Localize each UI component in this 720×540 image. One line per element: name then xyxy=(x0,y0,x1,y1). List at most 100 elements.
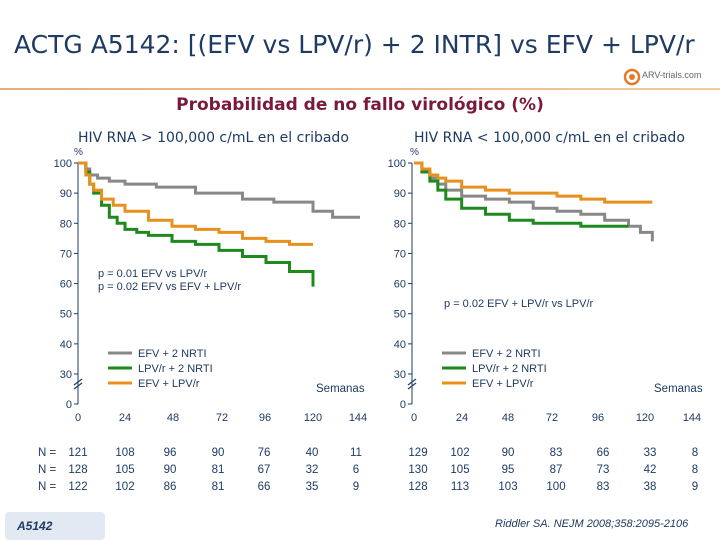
right-n-at-risk-value: 73 xyxy=(597,464,610,476)
left-n-at-risk-value: 40 xyxy=(306,447,319,459)
n-at-risk-label: N = xyxy=(38,464,57,476)
right-legend-label: LPV/r + 2 NRTI xyxy=(472,363,547,375)
reference-citation: Riddler SA. NEJM 2008;358:2095-2106 xyxy=(495,518,689,530)
logo-swoosh-icon xyxy=(623,68,641,86)
right-x-tick-label: 24 xyxy=(456,412,468,424)
right-n-at-risk-value: 129 xyxy=(408,447,427,459)
left-y-tick-label: 60 xyxy=(60,279,72,291)
right-legend-label: EFV + LPV/r xyxy=(472,378,534,390)
left-n-at-risk-value: 11 xyxy=(350,447,362,459)
left-series-line-3 xyxy=(78,161,313,246)
right-n-at-risk-value: 113 xyxy=(451,481,469,493)
right-n-at-risk-value: 90 xyxy=(502,447,515,459)
study-badge-label: A5142 xyxy=(17,519,53,533)
logo-text: ARV-trials.com xyxy=(642,70,702,80)
n-at-risk-label: N = xyxy=(38,481,57,493)
study-badge: A5142 xyxy=(5,512,105,540)
left-n-at-risk-value: 90 xyxy=(212,447,225,459)
left-y-tick-label: 90 xyxy=(60,188,72,200)
left-n-at-risk-value: 108 xyxy=(115,447,134,459)
right-y-axis-label: % xyxy=(410,147,419,158)
right-axis-break-mark xyxy=(407,378,417,386)
right-legend-label: EFV + 2 NRTI xyxy=(472,348,541,360)
right-n-at-risk-value: 95 xyxy=(502,464,515,476)
right-y-tick-label: 30 xyxy=(394,369,406,381)
left-x-tick-label: 144 xyxy=(349,412,367,424)
right-n-at-risk-value: 105 xyxy=(450,464,469,476)
left-y-tick-label: 40 xyxy=(60,339,72,351)
right-x-axis-label: Semanas xyxy=(654,383,703,395)
left-y-tick-label: 80 xyxy=(60,218,72,230)
right-x-tick-label: 120 xyxy=(636,412,654,424)
left-n-at-risk-value: 9 xyxy=(353,481,359,493)
right-series-line-3 xyxy=(414,161,653,204)
left-p-value-annotation: p = 0.02 EFV vs EFV + LPV/r xyxy=(98,281,241,293)
left-y-axis-label: % xyxy=(74,147,83,158)
left-n-at-risk-value: 66 xyxy=(258,481,271,493)
left-x-tick-label: 24 xyxy=(119,412,131,424)
right-n-at-risk-value: 130 xyxy=(408,464,427,476)
right-y-tick-label: 0 xyxy=(400,399,406,411)
right-panel-title: HIV RNA < 100,000 c/mL en el cribado xyxy=(414,130,685,146)
left-n-at-risk-value: 35 xyxy=(306,481,319,493)
left-legend-label: EFV + 2 NRTI xyxy=(138,348,207,360)
left-panel-title: HIV RNA > 100,000 c/mL en el cribado xyxy=(78,130,349,146)
right-n-at-risk-value: 9 xyxy=(692,481,698,493)
left-n-at-risk-value: 122 xyxy=(68,481,87,493)
left-n-at-risk-value: 96 xyxy=(164,447,177,459)
left-n-at-risk-value: 6 xyxy=(353,464,359,476)
left-p-value-annotation: p = 0.01 EFV vs LPV/r xyxy=(98,268,207,280)
left-y-tick-label: 50 xyxy=(60,309,72,321)
right-x-tick-label: 144 xyxy=(683,412,701,424)
right-n-at-risk-value: 83 xyxy=(550,447,563,459)
left-n-at-risk-value: 121 xyxy=(68,447,87,459)
left-n-at-risk-value: 81 xyxy=(212,481,225,493)
right-n-at-risk-value: 100 xyxy=(546,481,565,493)
left-x-axis-label: Semanas xyxy=(316,383,365,395)
right-y-tick-label: 80 xyxy=(394,218,406,230)
slide-title: ACTG A5142: [(EFV vs LPV/r) + 2 INTR] vs… xyxy=(14,30,695,59)
left-n-at-risk-value: 76 xyxy=(258,447,271,459)
right-y-tick-label: 40 xyxy=(394,339,406,351)
left-y-tick-label: 0 xyxy=(66,399,72,411)
left-series-line-1 xyxy=(78,161,360,219)
left-y-tick-label: 100 xyxy=(54,158,72,170)
right-n-at-risk-value: 66 xyxy=(597,447,610,459)
right-x-tick-label: 0 xyxy=(411,412,417,424)
right-n-at-risk-value: 128 xyxy=(408,481,427,493)
left-n-at-risk-value: 102 xyxy=(115,481,134,493)
left-x-tick-label: 72 xyxy=(216,412,228,424)
right-n-at-risk-value: 102 xyxy=(450,447,469,459)
left-legend-label: EFV + LPV/r xyxy=(138,378,200,390)
left-n-at-risk-value: 67 xyxy=(258,464,271,476)
left-legend-label: LPV/r + 2 NRTI xyxy=(138,363,213,375)
right-n-at-risk-value: 42 xyxy=(644,464,657,476)
left-n-at-risk-value: 90 xyxy=(164,464,177,476)
right-y-tick-label: 60 xyxy=(394,279,406,291)
right-n-at-risk-value: 8 xyxy=(692,447,698,459)
left-n-at-risk-value: 32 xyxy=(306,464,319,476)
left-x-tick-label: 0 xyxy=(75,412,81,424)
left-axis-break-mark xyxy=(73,382,83,390)
right-p-value-annotation: p = 0.02 EFV + LPV/r vs LPV/r xyxy=(444,298,594,310)
n-at-risk-label: N = xyxy=(38,447,57,459)
left-n-at-risk-value: 81 xyxy=(212,464,225,476)
right-axis-break-mark xyxy=(407,382,417,390)
left-n-at-risk-value: 86 xyxy=(164,481,177,493)
left-n-at-risk-value: 105 xyxy=(115,464,134,476)
right-n-at-risk-value: 38 xyxy=(644,481,657,493)
chart-subtitle: Probabilidad de no fallo virológico (%) xyxy=(176,95,544,115)
right-n-at-risk-value: 103 xyxy=(498,481,517,493)
right-y-tick-label: 100 xyxy=(388,158,406,170)
right-series-line-2 xyxy=(414,161,629,228)
left-x-tick-label: 120 xyxy=(304,412,322,424)
left-x-tick-label: 96 xyxy=(259,412,271,424)
right-x-tick-label: 96 xyxy=(592,412,604,424)
right-n-at-risk-value: 83 xyxy=(597,481,610,493)
right-x-tick-label: 48 xyxy=(502,412,514,424)
right-y-tick-label: 90 xyxy=(394,188,406,200)
right-y-tick-label: 70 xyxy=(394,248,406,260)
right-y-tick-label: 50 xyxy=(394,309,406,321)
left-y-tick-label: 30 xyxy=(60,369,72,381)
